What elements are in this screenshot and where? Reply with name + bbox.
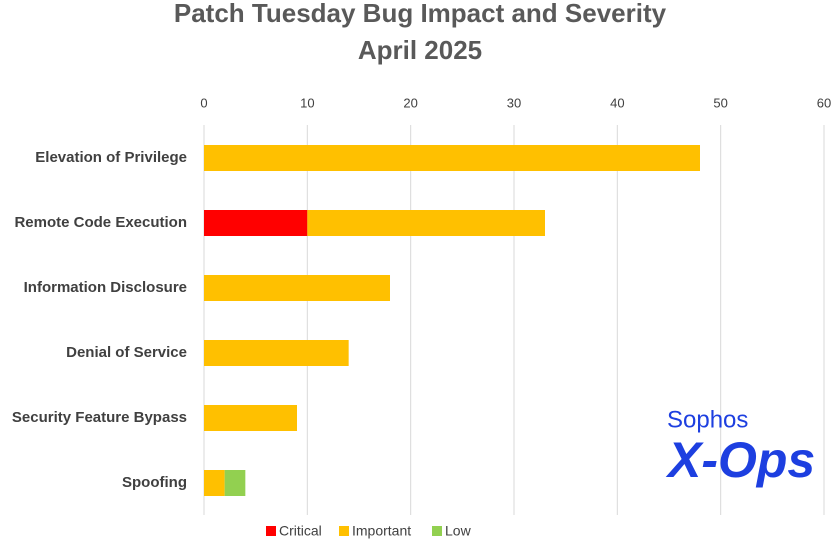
x-tick-label: 40 <box>610 95 624 110</box>
y-tick-label: Elevation of Privilege <box>35 149 187 166</box>
legend-swatch <box>266 526 276 536</box>
legend-label: Important <box>352 523 411 539</box>
x-tick-label: 60 <box>817 95 831 110</box>
x-tick-label: 10 <box>300 95 314 110</box>
legend-swatch <box>432 526 442 536</box>
legend-label: Low <box>445 523 472 539</box>
bar-segment <box>204 405 297 431</box>
legend-swatch <box>339 526 349 536</box>
y-tick-label: Spoofing <box>122 474 187 491</box>
logo-top: Sophos <box>667 406 748 433</box>
y-tick-label: Information Disclosure <box>24 279 187 296</box>
bar-segment <box>204 145 700 171</box>
x-tick-label: 50 <box>713 95 727 110</box>
y-tick-label: Denial of Service <box>66 344 187 361</box>
chart-title: Patch Tuesday Bug Impact and Severity <box>174 0 667 28</box>
legend-label: Critical <box>279 523 322 539</box>
bar-segment <box>204 340 349 366</box>
chart-subtitle: April 2025 <box>358 35 482 65</box>
x-tick-label: 30 <box>507 95 521 110</box>
bar-segment <box>204 210 308 236</box>
x-tick-label: 0 <box>200 95 207 110</box>
y-tick-label: Security Feature Bypass <box>12 409 187 426</box>
bar-segment <box>224 470 246 496</box>
bar-segment <box>204 470 225 496</box>
y-tick-label: Remote Code Execution <box>14 214 187 231</box>
logo-bottom: X-Ops <box>665 432 815 488</box>
x-tick-label: 20 <box>403 95 417 110</box>
bar-segment <box>204 275 390 301</box>
bar-segment <box>307 210 545 236</box>
